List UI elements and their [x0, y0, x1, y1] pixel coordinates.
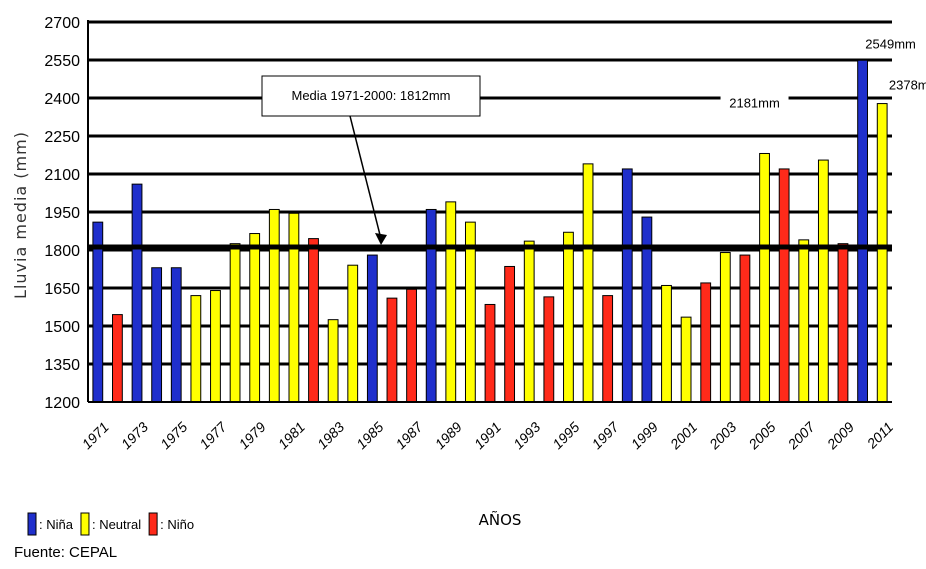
mean-label-box [261, 75, 481, 117]
annotation-bg [880, 76, 926, 94]
x-tick-label: 2003 [705, 419, 739, 453]
x-tick-label: 1997 [588, 418, 622, 452]
bar [504, 265, 516, 403]
bar [543, 296, 555, 403]
mean-line-group: Media 1971-2000: 1812mm [88, 75, 892, 250]
x-tick-label: 1973 [118, 419, 151, 452]
mean-label: Media 1971-2000: 1812mm [292, 88, 451, 103]
y-tick-label: 2100 [44, 167, 80, 184]
bar [759, 152, 770, 403]
y-axis-label: Lluvia media (mm) [11, 131, 30, 299]
x-tick-label: 1983 [314, 419, 347, 452]
bar [151, 267, 163, 403]
y-tick-label: 2400 [44, 91, 80, 108]
legend-label: : Neutral [92, 517, 141, 532]
gridlines [88, 20, 892, 366]
bar [308, 238, 319, 403]
bars [92, 59, 888, 403]
bar [406, 288, 417, 403]
x-tick-label: 1971 [79, 419, 112, 452]
annotation-label: 2549mm [865, 36, 916, 51]
legend-label: : Niña [39, 517, 74, 532]
mean-arrow-head [375, 232, 387, 245]
x-tick-label: 2007 [784, 418, 819, 453]
bar [857, 59, 868, 403]
bar [386, 297, 398, 403]
legend-swatch [80, 512, 90, 536]
bar [249, 233, 261, 403]
y-tick-label: 1800 [44, 243, 80, 260]
x-tick-label: 1985 [353, 419, 386, 452]
x-tick-label: 2001 [666, 419, 700, 453]
bar [700, 282, 712, 403]
y-tick-label: 1950 [44, 205, 80, 222]
x-tick-label: 2005 [745, 419, 779, 453]
x-tick-label: 1977 [196, 418, 230, 452]
bar [327, 319, 339, 403]
bar [288, 212, 300, 403]
annotation-bg [720, 94, 789, 112]
bar [837, 243, 849, 403]
bar [131, 183, 143, 403]
annotation-label: 2378mm [889, 78, 926, 93]
bar [739, 254, 751, 403]
y-tick-label: 2250 [44, 129, 80, 146]
y-tick-label: 1200 [44, 395, 80, 412]
x-tick-label: 1993 [510, 419, 543, 452]
x-tick-label: 1995 [549, 419, 582, 452]
y-tick-label: 1500 [44, 319, 80, 336]
x-tick-label: 1981 [275, 419, 308, 452]
bar [425, 208, 437, 403]
bar [778, 168, 790, 403]
bar [817, 159, 829, 403]
bar [719, 252, 731, 403]
bar [602, 295, 614, 403]
bar [621, 168, 633, 403]
bar [523, 240, 535, 403]
bar [582, 163, 594, 403]
y-tick-label: 2550 [44, 53, 80, 70]
y-tick-label: 1650 [44, 281, 80, 298]
legend-label: : Niño [160, 517, 194, 532]
annotation-bg [856, 35, 925, 53]
bar [661, 284, 672, 403]
bar [112, 314, 123, 403]
legend-swatch [27, 512, 37, 536]
x-axis-label: AÑOS [479, 510, 522, 529]
bar [366, 254, 378, 403]
legend-swatch [148, 512, 158, 536]
bar [229, 243, 241, 403]
bar [170, 267, 182, 403]
annotations: 2549mm 2378mm 2181mm [720, 35, 926, 112]
x-axis-ticks: 1971 1973 1975 1977 1979 1981 1983 1985 1987 1989… [79, 418, 897, 453]
x-tick-label: 2011 [863, 419, 896, 452]
y-tick-label: 1350 [44, 357, 80, 374]
annotation-label: 2181mm [729, 95, 780, 110]
mean-arrow [349, 115, 382, 240]
bar [190, 295, 202, 403]
bar [876, 103, 888, 403]
x-tick-label: 1991 [471, 419, 504, 452]
x-tick-label: 1975 [157, 419, 190, 452]
bar [445, 201, 457, 403]
x-tick-label: 1979 [235, 419, 268, 452]
bar [268, 208, 280, 403]
axes [87, 20, 892, 403]
bar [484, 303, 496, 403]
bar [680, 316, 692, 403]
x-tick-label: 1987 [392, 418, 426, 452]
x-tick-label: 1989 [432, 419, 465, 452]
legend: : Niña : Neutral : Niño [27, 512, 194, 536]
y-axis-ticks: 1200 1350 1500 1650 1800 1950 2100 2250 2400 2550… [44, 15, 80, 412]
bar [563, 231, 574, 403]
source-note: Fuente: CEPAL [14, 544, 118, 561]
bar [347, 264, 359, 403]
bar [798, 239, 810, 403]
y-tick-label: 2700 [44, 15, 80, 32]
x-tick-label: 1999 [628, 419, 661, 452]
bar [210, 290, 221, 403]
x-tick-label: 2009 [823, 419, 857, 453]
